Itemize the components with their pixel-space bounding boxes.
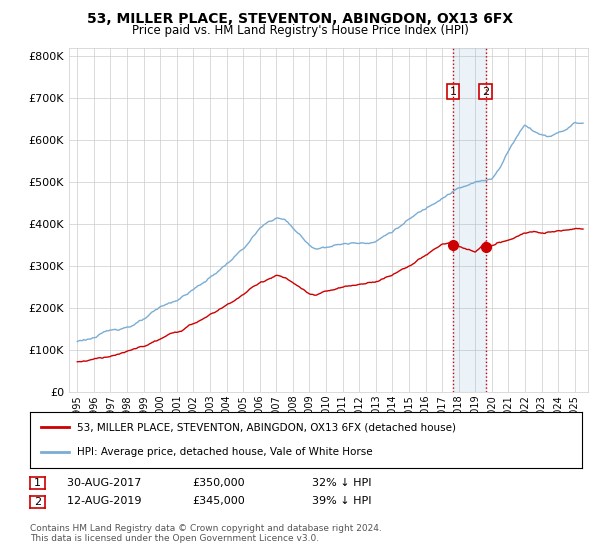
Text: 2: 2 bbox=[34, 497, 41, 507]
Text: 1: 1 bbox=[34, 478, 41, 488]
Bar bbox=[453, 48, 485, 392]
Text: 53, MILLER PLACE, STEVENTON, ABINGDON, OX13 6FX (detached house): 53, MILLER PLACE, STEVENTON, ABINGDON, O… bbox=[77, 422, 456, 432]
Text: £350,000: £350,000 bbox=[192, 478, 245, 488]
Text: 2: 2 bbox=[482, 87, 489, 97]
Text: £345,000: £345,000 bbox=[192, 496, 245, 506]
Text: 12-AUG-2019: 12-AUG-2019 bbox=[60, 496, 142, 506]
Text: 32% ↓ HPI: 32% ↓ HPI bbox=[312, 478, 371, 488]
Text: 53, MILLER PLACE, STEVENTON, ABINGDON, OX13 6FX: 53, MILLER PLACE, STEVENTON, ABINGDON, O… bbox=[87, 12, 513, 26]
Text: 30-AUG-2017: 30-AUG-2017 bbox=[60, 478, 142, 488]
Text: Price paid vs. HM Land Registry's House Price Index (HPI): Price paid vs. HM Land Registry's House … bbox=[131, 24, 469, 36]
Text: Contains HM Land Registry data © Crown copyright and database right 2024.
This d: Contains HM Land Registry data © Crown c… bbox=[30, 524, 382, 543]
Text: HPI: Average price, detached house, Vale of White Horse: HPI: Average price, detached house, Vale… bbox=[77, 447, 373, 457]
Text: 1: 1 bbox=[449, 87, 457, 97]
Text: 39% ↓ HPI: 39% ↓ HPI bbox=[312, 496, 371, 506]
